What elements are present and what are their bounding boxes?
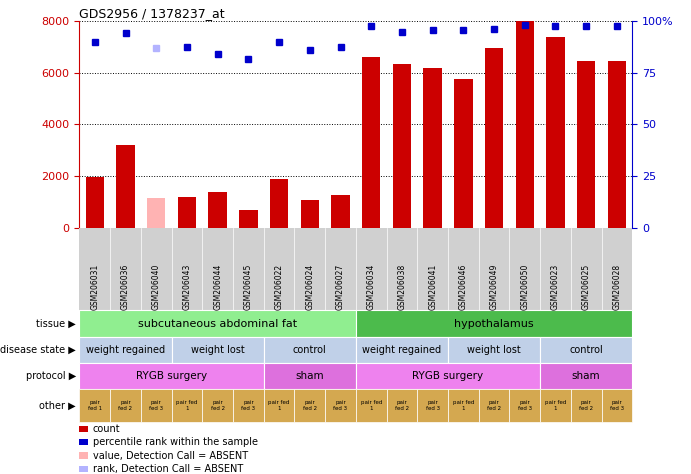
Text: sham: sham bbox=[296, 371, 324, 381]
Text: hypothalamus: hypothalamus bbox=[454, 319, 534, 328]
Bar bbox=[147, 198, 165, 228]
Text: pair
fed 3: pair fed 3 bbox=[518, 400, 532, 410]
Text: pair
fed 3: pair fed 3 bbox=[426, 400, 439, 410]
Text: weight regained: weight regained bbox=[362, 345, 442, 355]
Bar bbox=[607, 61, 626, 228]
Text: pair
fed 2: pair fed 2 bbox=[303, 400, 317, 410]
Text: pair fed
1: pair fed 1 bbox=[545, 400, 566, 410]
Text: subcutaneous abdominal fat: subcutaneous abdominal fat bbox=[138, 319, 297, 328]
Text: pair
fed 2: pair fed 2 bbox=[579, 400, 594, 410]
Bar bbox=[362, 57, 381, 228]
Bar bbox=[331, 195, 350, 228]
Bar bbox=[209, 192, 227, 228]
Text: pair
fed 2: pair fed 2 bbox=[395, 400, 409, 410]
Text: pair
fed 2: pair fed 2 bbox=[211, 400, 225, 410]
Text: pair fed
1: pair fed 1 bbox=[268, 400, 290, 410]
Bar bbox=[424, 68, 442, 228]
Bar bbox=[116, 145, 135, 228]
Text: pair fed
1: pair fed 1 bbox=[361, 400, 382, 410]
Text: pair
fed 2: pair fed 2 bbox=[487, 400, 501, 410]
Text: pair
fed 1: pair fed 1 bbox=[88, 400, 102, 410]
Text: count: count bbox=[93, 424, 120, 434]
Bar bbox=[301, 200, 319, 228]
Text: GSM206027: GSM206027 bbox=[336, 263, 345, 310]
Bar bbox=[515, 21, 534, 228]
Text: pair
fed 3: pair fed 3 bbox=[149, 400, 163, 410]
Text: GSM206025: GSM206025 bbox=[582, 263, 591, 310]
Bar bbox=[239, 210, 258, 228]
Text: pair
fed 2: pair fed 2 bbox=[118, 400, 133, 410]
Bar bbox=[392, 64, 411, 228]
Bar bbox=[454, 79, 473, 228]
Text: percentile rank within the sample: percentile rank within the sample bbox=[93, 437, 258, 447]
Text: GSM206022: GSM206022 bbox=[274, 264, 283, 310]
Text: weight regained: weight regained bbox=[86, 345, 165, 355]
Bar bbox=[270, 179, 288, 228]
Text: rank, Detection Call = ABSENT: rank, Detection Call = ABSENT bbox=[93, 464, 243, 474]
Text: pair fed
1: pair fed 1 bbox=[176, 400, 198, 410]
Text: GSM206049: GSM206049 bbox=[489, 263, 499, 310]
Text: control: control bbox=[293, 345, 327, 355]
Bar bbox=[547, 37, 565, 228]
Text: GSM206045: GSM206045 bbox=[244, 263, 253, 310]
Text: tissue ▶: tissue ▶ bbox=[36, 319, 76, 328]
Text: GSM206023: GSM206023 bbox=[551, 263, 560, 310]
Text: pair
fed 3: pair fed 3 bbox=[334, 400, 348, 410]
Text: value, Detection Call = ABSENT: value, Detection Call = ABSENT bbox=[93, 450, 247, 461]
Text: GSM206038: GSM206038 bbox=[397, 263, 406, 310]
Bar bbox=[577, 61, 596, 228]
Text: pair fed
1: pair fed 1 bbox=[453, 400, 474, 410]
Text: GSM206034: GSM206034 bbox=[367, 263, 376, 310]
Text: GSM206050: GSM206050 bbox=[520, 263, 529, 310]
Text: GDS2956 / 1378237_at: GDS2956 / 1378237_at bbox=[79, 7, 225, 20]
Text: GSM206036: GSM206036 bbox=[121, 263, 130, 310]
Text: pair
fed 3: pair fed 3 bbox=[241, 400, 256, 410]
Text: GSM206024: GSM206024 bbox=[305, 263, 314, 310]
Bar bbox=[485, 48, 503, 228]
Text: pair
fed 3: pair fed 3 bbox=[610, 400, 624, 410]
Text: GSM206043: GSM206043 bbox=[182, 263, 191, 310]
Text: GSM206031: GSM206031 bbox=[91, 263, 100, 310]
Text: GSM206046: GSM206046 bbox=[459, 263, 468, 310]
Text: disease state ▶: disease state ▶ bbox=[0, 345, 76, 355]
Text: GSM206040: GSM206040 bbox=[152, 263, 161, 310]
Text: control: control bbox=[569, 345, 603, 355]
Text: sham: sham bbox=[572, 371, 600, 381]
Text: RYGB surgery: RYGB surgery bbox=[413, 371, 484, 381]
Text: GSM206044: GSM206044 bbox=[213, 263, 223, 310]
Text: GSM206041: GSM206041 bbox=[428, 263, 437, 310]
Text: protocol ▶: protocol ▶ bbox=[26, 371, 76, 381]
Text: weight lost: weight lost bbox=[467, 345, 521, 355]
Text: GSM206028: GSM206028 bbox=[612, 264, 621, 310]
Text: RYGB surgery: RYGB surgery bbox=[136, 371, 207, 381]
Bar bbox=[178, 197, 196, 228]
Text: other ▶: other ▶ bbox=[39, 400, 76, 410]
Text: weight lost: weight lost bbox=[191, 345, 245, 355]
Bar bbox=[86, 177, 104, 228]
